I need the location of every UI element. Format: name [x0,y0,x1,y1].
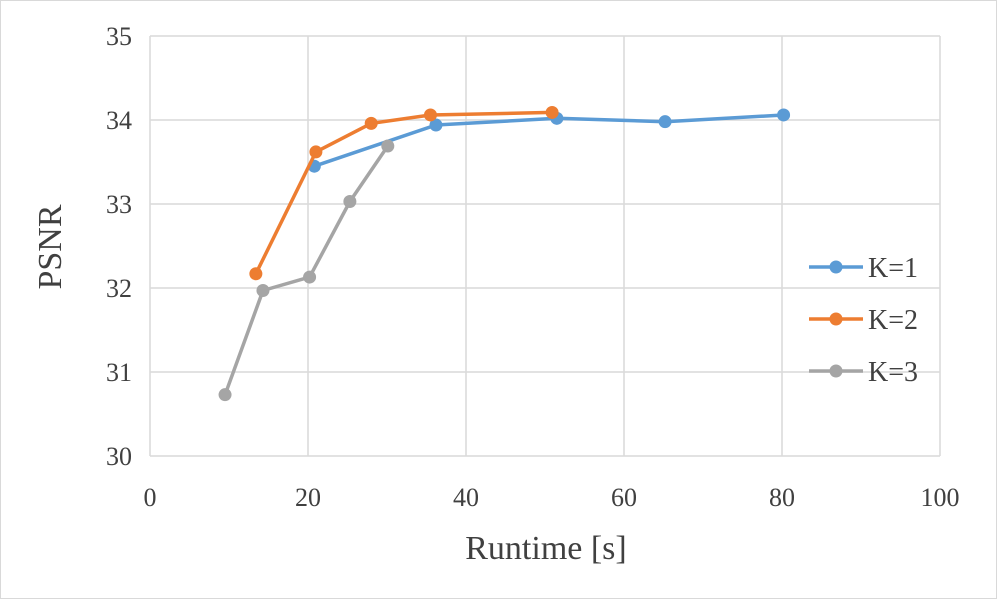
series-line [223,144,390,397]
data-point [303,270,317,284]
legend-label: K=2 [868,305,918,336]
legend-item: K=2 [809,305,918,336]
x-tick-label: 100 [921,483,960,512]
data-point [423,108,437,122]
data-point [256,284,270,298]
legend-marker [829,260,843,274]
x-tick-label: 20 [295,483,321,512]
data-point [429,118,443,132]
x-tick-label: 80 [769,483,795,512]
data-point [249,267,263,281]
series-K=1 [307,108,791,173]
legend-label: K=1 [868,253,918,284]
legend-item: K=3 [809,357,918,388]
data-point [309,145,323,159]
data-point [658,115,672,129]
series-K=3 [218,139,395,402]
y-tick-label: 33 [106,190,132,219]
x-tick-label: 0 [144,483,157,512]
data-point [777,108,791,122]
axes: 30 31 32 33 34 35 0 20 40 60 80 100 [106,22,960,512]
legend-label: K=3 [868,357,918,388]
data-series [218,105,791,402]
y-tick-label: 30 [106,442,132,471]
data-point [545,105,559,119]
legend-marker [829,312,843,326]
legend: K=1 K=2 K=3 [809,253,918,388]
data-point [218,388,232,402]
x-tick-label: 40 [453,483,479,512]
x-tick-label: 60 [611,483,637,512]
y-tick-label: 35 [106,22,132,51]
y-tick-label: 31 [106,358,132,387]
y-axis-title: PSNR [32,204,69,289]
legend-item: K=1 [809,253,918,284]
data-point [364,116,378,130]
legend-marker [829,364,843,378]
x-axis-title: Runtime [s] [465,530,626,567]
y-tick-label: 34 [106,106,132,135]
y-tick-label: 32 [106,274,132,303]
data-point [343,194,357,208]
data-point [381,139,395,153]
series-K=2 [249,105,559,281]
